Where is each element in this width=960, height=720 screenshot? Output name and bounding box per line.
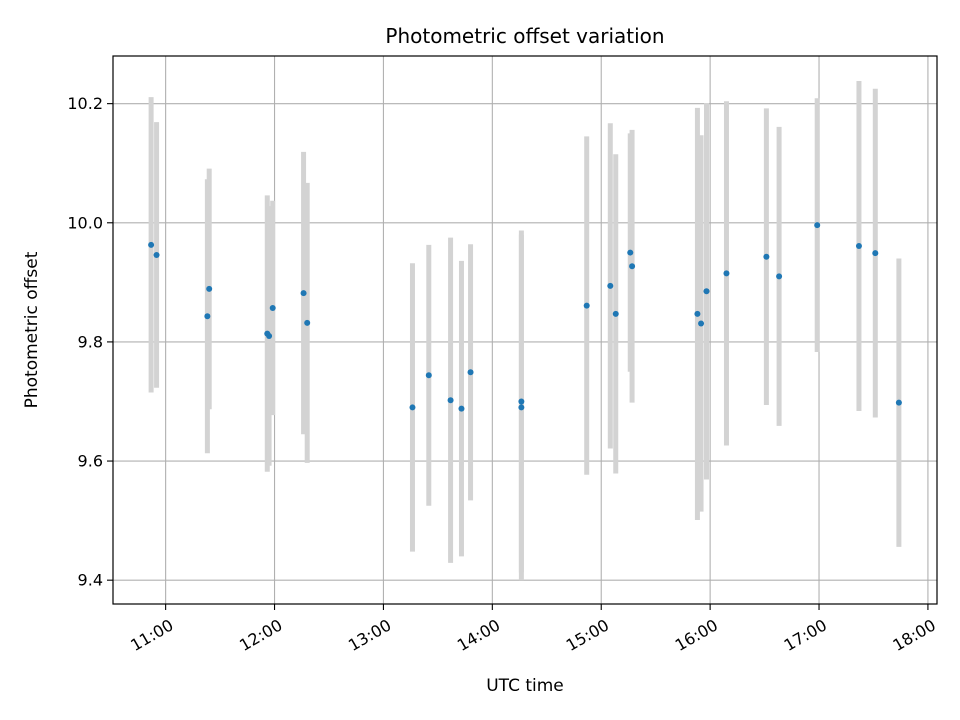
y-axis-label: Photometric offset	[22, 251, 42, 408]
data-point	[206, 285, 213, 292]
data-point	[518, 398, 525, 405]
data-point	[698, 320, 705, 327]
data-point	[269, 304, 276, 311]
data-point	[447, 397, 454, 404]
data-point	[518, 404, 525, 411]
data-point	[694, 310, 701, 317]
data-point	[723, 270, 730, 277]
data-point	[467, 369, 474, 376]
data-point	[703, 288, 710, 295]
data-point	[583, 302, 590, 309]
y-tick-label: 10.0	[67, 213, 103, 232]
data-point	[895, 399, 902, 406]
data-point	[872, 250, 879, 257]
data-points	[148, 222, 902, 412]
y-tick-label: 9.8	[78, 332, 103, 351]
data-point	[627, 249, 634, 256]
data-point	[629, 263, 636, 270]
plot-area-frame	[112, 55, 938, 605]
data-point	[425, 372, 432, 379]
data-point	[458, 405, 465, 412]
data-point	[266, 332, 273, 339]
data-point	[855, 243, 862, 250]
data-point	[304, 319, 311, 326]
data-point	[612, 310, 619, 317]
data-point	[763, 253, 770, 260]
data-point	[153, 251, 160, 258]
data-point	[814, 222, 821, 229]
data-point	[607, 282, 614, 289]
data-point	[776, 273, 783, 280]
y-axis-ticks: 9.4 9.6 9.8 10.0 10.2	[67, 94, 113, 590]
data-point	[300, 290, 307, 297]
chart-title: Photometric offset variation	[385, 24, 664, 48]
x-axis-label: UTC time	[486, 676, 564, 696]
data-point	[204, 313, 211, 320]
data-point	[409, 404, 416, 411]
data-point	[148, 241, 155, 248]
y-tick-label: 9.4	[78, 571, 103, 590]
y-gridlines	[113, 103, 937, 581]
y-tick-label: 10.2	[67, 94, 103, 113]
y-tick-label: 9.6	[78, 452, 103, 471]
